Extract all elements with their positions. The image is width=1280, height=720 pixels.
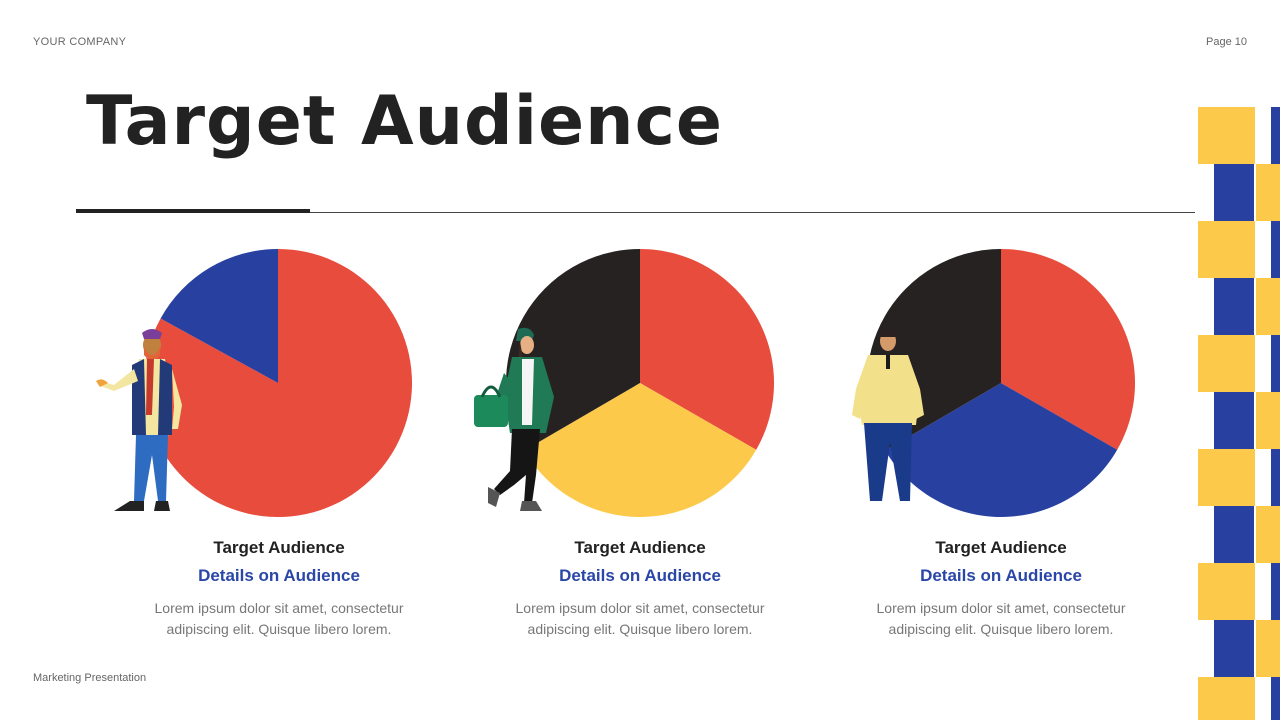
person-illustration-man-scarf <box>96 329 182 511</box>
decorative-block <box>1198 449 1255 506</box>
pie-slice <box>160 249 278 383</box>
decorative-block <box>1256 278 1280 335</box>
pie-slice <box>885 383 1118 517</box>
decorative-block <box>1214 278 1254 335</box>
decorative-block <box>1271 449 1280 506</box>
decorative-block <box>1256 164 1280 221</box>
card-title: Target Audience <box>935 538 1067 557</box>
decorative-block <box>1214 506 1254 563</box>
decorative-block <box>1271 107 1280 164</box>
company-name: YOUR COMPANY <box>33 36 127 48</box>
card-description-line: Lorem ipsum dolor sit amet, consectetur <box>876 600 1126 616</box>
decorative-block <box>1256 392 1280 449</box>
title-underline-accent <box>76 209 310 213</box>
card-subtitle: Details on Audience <box>198 566 360 585</box>
decorative-block <box>1198 221 1255 278</box>
audience-card-2: Target Audience Details on Audience Lore… <box>485 538 795 640</box>
decorative-block <box>1271 335 1280 392</box>
person-illustration-woman-coat <box>474 327 554 511</box>
card-title: Target Audience <box>213 538 345 557</box>
decorative-block <box>1256 620 1280 677</box>
decorative-block <box>1198 677 1255 720</box>
card-description-line: Lorem ipsum dolor sit amet, consectetur <box>154 600 404 616</box>
page-number: Page 10 <box>1206 36 1247 48</box>
decorative-pattern <box>1198 107 1280 720</box>
card-title: Target Audience <box>574 538 706 557</box>
pie-slice <box>1001 249 1135 450</box>
card-description: Lorem ipsum dolor sit amet, consectetur … <box>124 598 434 640</box>
card-description: Lorem ipsum dolor sit amet, consectetur … <box>846 598 1156 640</box>
card-description-line: adipiscing elit. Quisque libero lorem. <box>166 621 392 637</box>
decorative-block <box>1256 506 1280 563</box>
decorative-block <box>1271 677 1280 720</box>
decorative-block <box>1214 620 1254 677</box>
audience-card-1: Target Audience Details on Audience Lore… <box>124 538 434 640</box>
person-illustration-man-shirt <box>852 329 924 501</box>
pie-slice <box>524 383 757 517</box>
audience-card-3: Target Audience Details on Audience Lore… <box>846 538 1156 640</box>
decorative-block <box>1198 335 1255 392</box>
title-divider <box>76 212 1195 213</box>
card-description-line: adipiscing elit. Quisque libero lorem. <box>888 621 1114 637</box>
card-description-line: Lorem ipsum dolor sit amet, consectetur <box>515 600 765 616</box>
card-subtitle: Details on Audience <box>559 566 721 585</box>
page-title: Target Audience <box>86 82 723 161</box>
decorative-block <box>1271 563 1280 620</box>
pie-slice <box>144 249 413 517</box>
decorative-block <box>1198 107 1255 164</box>
footer-label: Marketing Presentation <box>33 672 147 684</box>
pie-slice <box>640 249 774 450</box>
pie-chart-1 <box>144 249 413 517</box>
decorative-block <box>1271 221 1280 278</box>
pie-chart-2 <box>506 249 774 517</box>
decorative-block <box>1214 164 1254 221</box>
decorative-block <box>1198 563 1255 620</box>
card-subtitle: Details on Audience <box>920 566 1082 585</box>
card-description-line: adipiscing elit. Quisque libero lorem. <box>527 621 753 637</box>
card-description: Lorem ipsum dolor sit amet, consectetur … <box>485 598 795 640</box>
decorative-block <box>1214 392 1254 449</box>
